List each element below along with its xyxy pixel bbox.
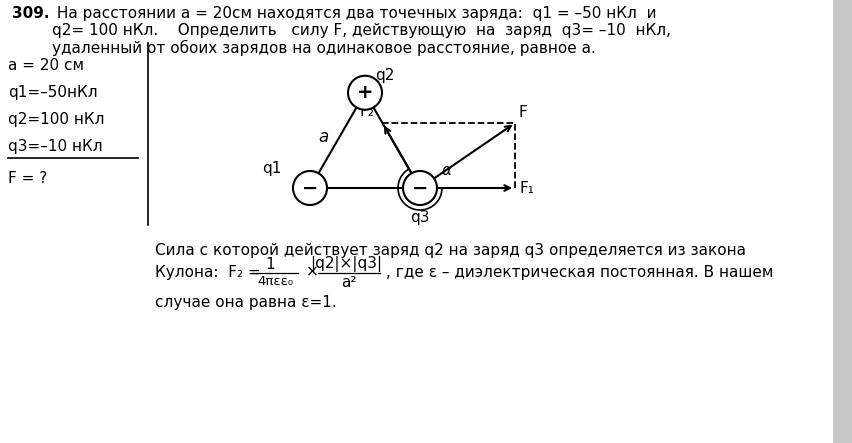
Text: −: − [412, 179, 428, 198]
Text: удаленный от обоих зарядов на одинаковое расстояние, равное а.: удаленный от обоих зарядов на одинаковое… [52, 40, 596, 56]
Text: ×: × [306, 264, 319, 280]
Circle shape [402, 171, 436, 205]
Text: 309.: 309. [12, 6, 49, 21]
Bar [832, 0, 852, 443]
Text: a²: a² [341, 275, 356, 290]
Text: +: + [356, 83, 373, 102]
Text: 4πεε₀: 4πεε₀ [256, 275, 293, 288]
Text: q2: q2 [375, 68, 394, 83]
Text: F = ?: F = ? [8, 171, 47, 186]
Text: а = 20 см: а = 20 см [8, 58, 83, 73]
Text: 1: 1 [265, 257, 274, 272]
Text: q3=–10 нКл: q3=–10 нКл [8, 139, 102, 154]
Text: а: а [318, 128, 328, 146]
Text: Кулона:  F₂ =: Кулона: F₂ = [155, 265, 265, 280]
Text: F₂: F₂ [360, 104, 374, 119]
Text: q2=100 нКл: q2=100 нКл [8, 112, 105, 127]
Text: α: α [441, 163, 452, 178]
Text: q2= 100 нКл.    Определить   силу F, действующую  на  заряд  q3= –10  нКл,: q2= 100 нКл. Определить силу F, действую… [52, 23, 671, 38]
Text: Сила с которой действует заряд q2 на заряд q3 определяется из закона: Сила с которой действует заряд q2 на зар… [155, 243, 746, 258]
Circle shape [348, 76, 382, 110]
Text: случае она равна ε=1.: случае она равна ε=1. [155, 295, 337, 310]
Text: |q2|×|q3|: |q2|×|q3| [309, 256, 382, 272]
Text: q3: q3 [410, 210, 429, 225]
Text: F: F [518, 105, 527, 120]
Text: −: − [302, 179, 318, 198]
Circle shape [292, 171, 326, 205]
Text: На расстоянии а = 20см находятся два точечных заряда:  q1 = –50 нКл  и: На расстоянии а = 20см находятся два точ… [52, 6, 656, 21]
Text: F₁: F₁ [520, 180, 534, 195]
Text: q1=–50нКл: q1=–50нКл [8, 85, 97, 100]
Text: , где ε – диэлектрическая постоянная. В нашем: , где ε – диэлектрическая постоянная. В … [386, 265, 773, 280]
Text: q1: q1 [262, 161, 282, 176]
